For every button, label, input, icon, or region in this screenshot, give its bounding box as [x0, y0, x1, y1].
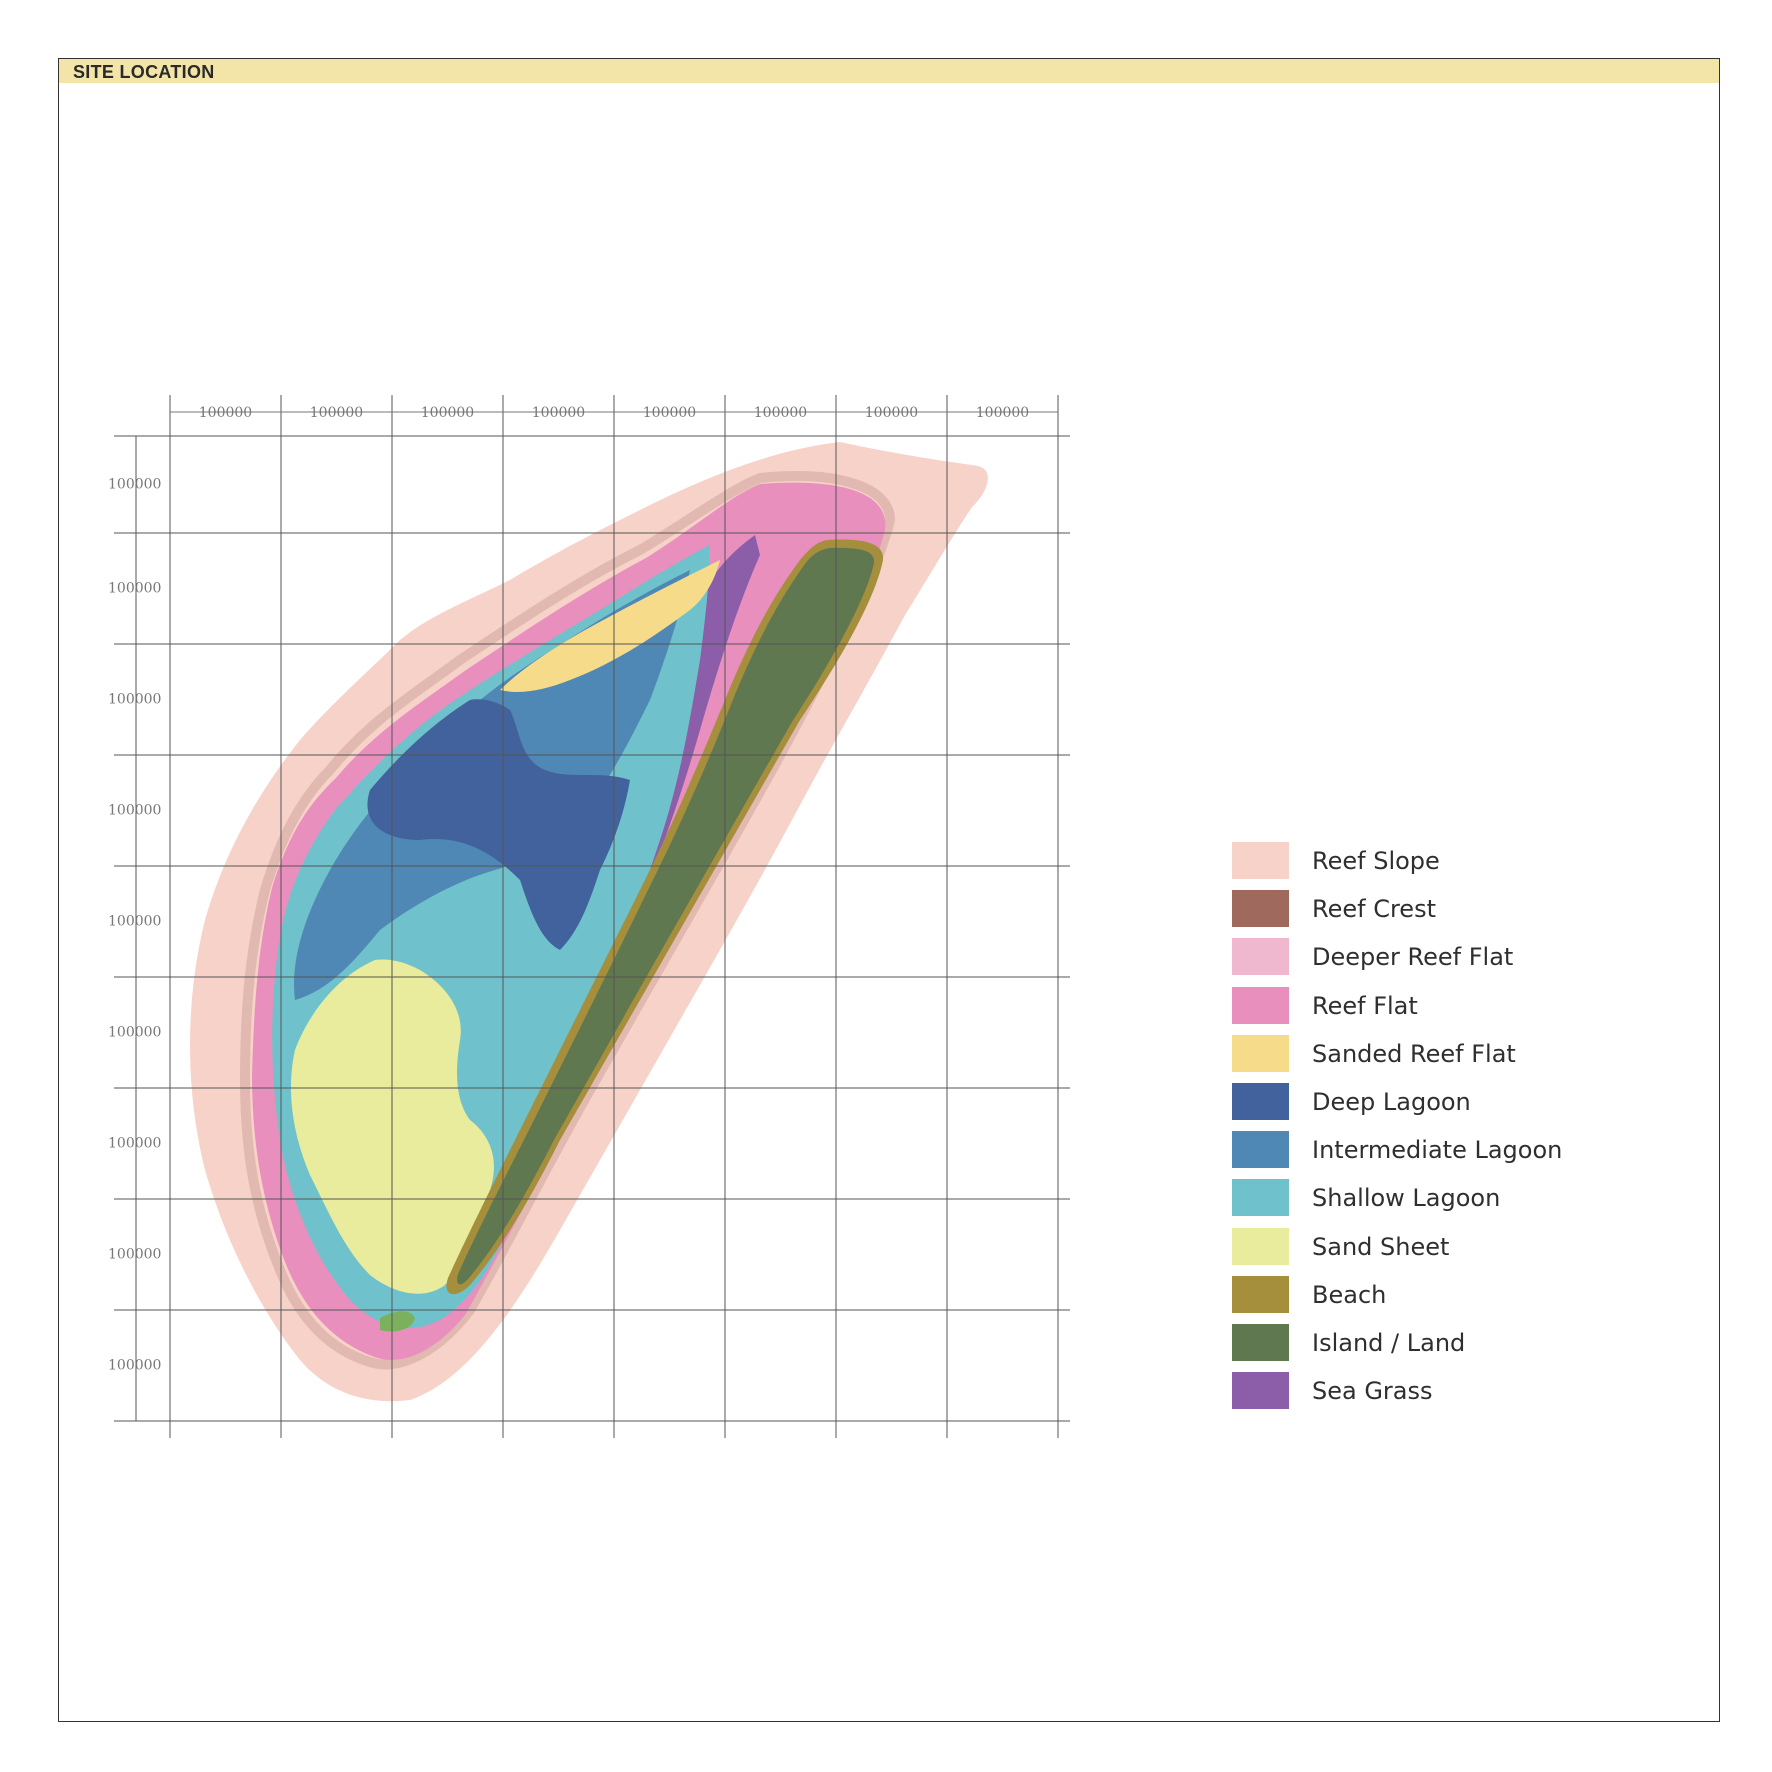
- legend-item: Island / Land: [1232, 1323, 1652, 1372]
- legend-swatch: [1232, 842, 1289, 879]
- legend-item: Shallow Lagoon: [1232, 1179, 1652, 1227]
- left-axis-label: 100000: [108, 1025, 161, 1041]
- left-axis-labels: 100000 100000 100000 100000 100000 100000 1000…: [108, 477, 161, 1374]
- atoll-zones: [190, 442, 988, 1402]
- legend-item: Intermediate Lagoon: [1232, 1131, 1652, 1179]
- top-axis-label: 100000: [754, 405, 807, 421]
- top-axis-label: 100000: [976, 405, 1029, 421]
- top-axis-label: 100000: [310, 405, 363, 421]
- legend-label: Intermediate Lagoon: [1312, 1136, 1563, 1165]
- legend-item: Reef Flat: [1232, 986, 1652, 1035]
- legend-swatch: [1232, 1372, 1289, 1410]
- legend-swatch: [1232, 1179, 1289, 1217]
- top-axis-label: 100000: [643, 405, 696, 421]
- legend-swatch: [1232, 1034, 1289, 1072]
- legend-item: Sea Grass: [1232, 1372, 1652, 1420]
- legend-label: Beach: [1312, 1280, 1387, 1309]
- left-axis-label: 100000: [108, 1247, 161, 1263]
- top-axis-label: 100000: [199, 405, 252, 421]
- zone-island-land: [457, 547, 875, 1285]
- top-axis-labels: 100000 100000 100000 100000 100000 100000 1000…: [199, 405, 1029, 421]
- legend-label: Reef Crest: [1312, 895, 1436, 924]
- map-grid: [114, 395, 1070, 1438]
- legend-label: Deep Lagoon: [1312, 1087, 1471, 1116]
- left-axis-label: 100000: [108, 477, 161, 493]
- legend-item: Deeper Reef Flat: [1232, 938, 1652, 986]
- legend-label: Reef Slope: [1312, 847, 1440, 875]
- legend-swatch: [1232, 1323, 1289, 1361]
- left-axis-label: 100000: [108, 1358, 161, 1374]
- page-title: SITE LOCATION: [73, 62, 215, 82]
- legend-swatch: [1232, 1131, 1289, 1169]
- legend-swatch: [1232, 1227, 1289, 1265]
- left-axis-label: 100000: [108, 581, 161, 597]
- left-axis-label: 100000: [108, 914, 161, 930]
- legend-label: Island / Land: [1312, 1328, 1466, 1357]
- legend-item: Reef Slope: [1232, 842, 1652, 890]
- title-bar: SITE LOCATION: [59, 59, 1719, 83]
- legend-item: Reef Crest: [1232, 890, 1652, 938]
- legend-item: Beach: [1232, 1275, 1652, 1324]
- legend-item: Deep Lagoon: [1232, 1082, 1652, 1131]
- legend-swatch: [1232, 938, 1289, 976]
- legend-label: Sanded Reef Flat: [1312, 1039, 1516, 1068]
- legend-item: Sand Sheet: [1232, 1227, 1652, 1276]
- legend-item: Sanded Reef Flat: [1232, 1034, 1652, 1083]
- legend-label: Sand Sheet: [1312, 1232, 1450, 1261]
- top-axis-label: 100000: [532, 405, 585, 421]
- legend: Reef Slope Reef Crest Deeper Reef Flat Reef…: [1232, 842, 1652, 1420]
- top-axis-label: 100000: [421, 405, 474, 421]
- left-axis-label: 100000: [108, 692, 161, 708]
- top-axis-label: 100000: [865, 405, 918, 421]
- zone-deep-lagoon: [367, 699, 630, 950]
- zone-sanded-reef-flat: [500, 560, 720, 692]
- zone-southern-islet: [380, 1311, 415, 1332]
- legend-label: Deeper Reef Flat: [1312, 943, 1514, 972]
- legend-swatch: [1232, 1275, 1289, 1313]
- legend-label: Reef Flat: [1312, 991, 1418, 1020]
- left-axis-label: 100000: [108, 803, 161, 819]
- legend-swatch: [1232, 1082, 1289, 1120]
- legend-label: Sea Grass: [1312, 1377, 1433, 1406]
- left-axis-label: 100000: [108, 1136, 161, 1152]
- legend-swatch: [1232, 890, 1289, 928]
- legend-swatch: [1232, 986, 1289, 1024]
- legend-label: Shallow Lagoon: [1312, 1184, 1501, 1213]
